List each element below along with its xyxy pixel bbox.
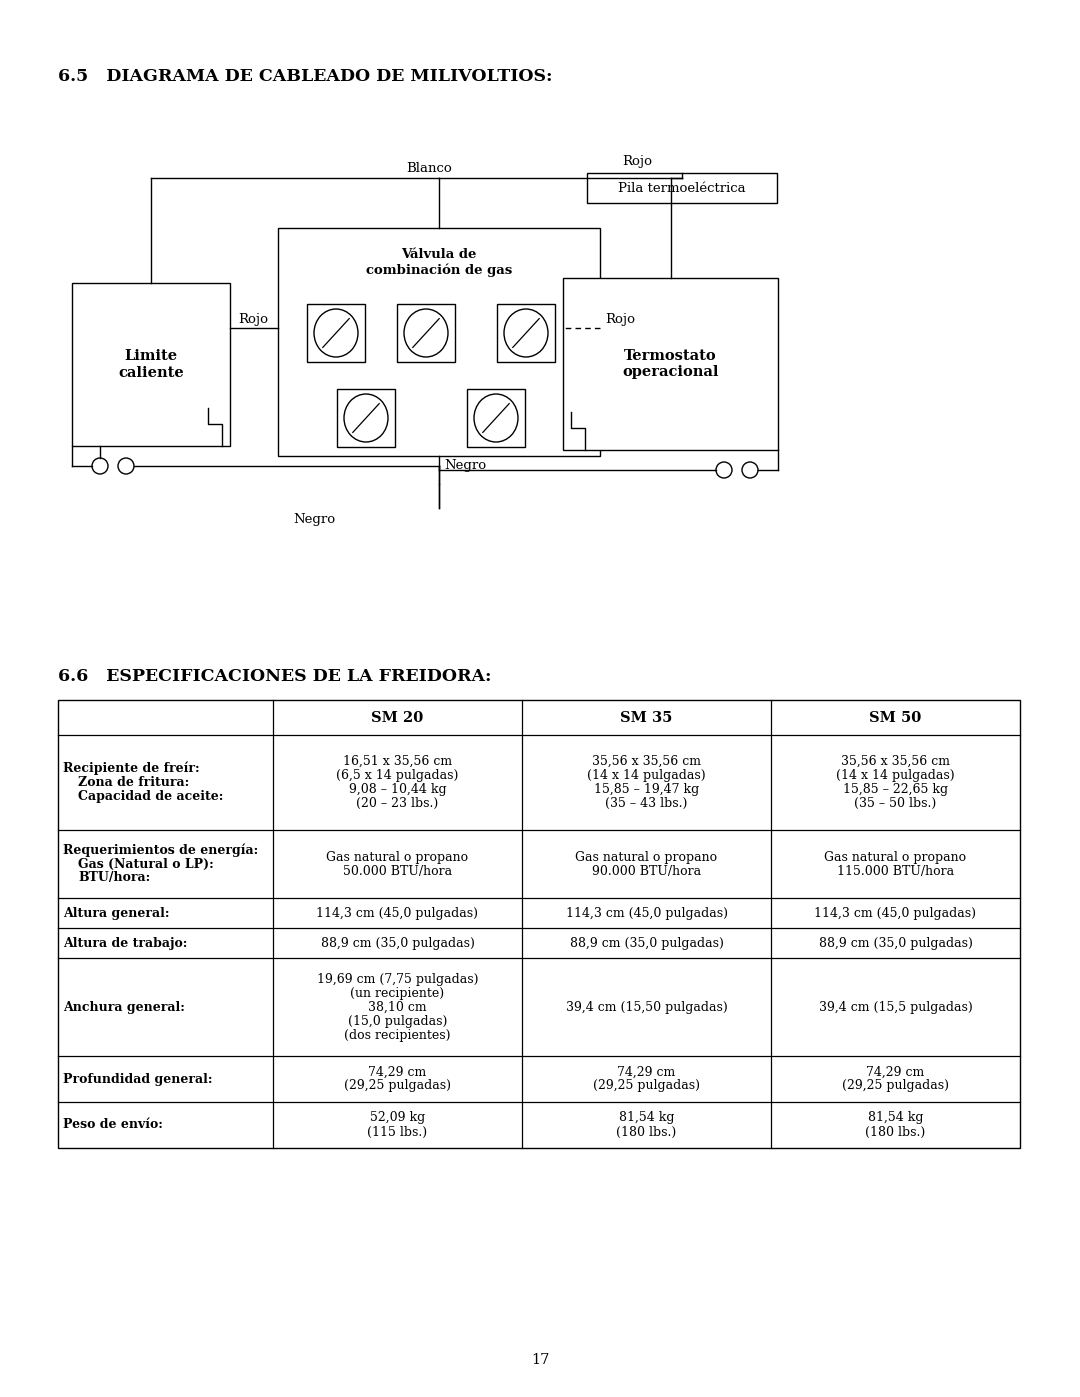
Text: 74,29 cm: 74,29 cm xyxy=(866,1066,924,1078)
Text: (35 – 50 lbs.): (35 – 50 lbs.) xyxy=(854,798,936,810)
Bar xyxy=(397,305,455,362)
Text: SM 35: SM 35 xyxy=(620,711,673,725)
Text: (6,5 x 14 pulgadas): (6,5 x 14 pulgadas) xyxy=(336,768,459,782)
Text: 19,69 cm (7,75 pulgadas): 19,69 cm (7,75 pulgadas) xyxy=(316,972,478,985)
Text: Gas (Natural o LP):: Gas (Natural o LP): xyxy=(78,858,214,870)
Ellipse shape xyxy=(474,394,518,441)
Bar xyxy=(337,388,395,447)
Text: Válvula de
combinación de gas: Válvula de combinación de gas xyxy=(366,249,512,277)
Text: Gas natural o propano: Gas natural o propano xyxy=(576,851,717,863)
Bar xyxy=(497,305,555,362)
Text: Altura de trabajo:: Altura de trabajo: xyxy=(63,936,187,950)
Text: Peso de envío:: Peso de envío: xyxy=(63,1119,163,1132)
Text: Gas natural o propano: Gas natural o propano xyxy=(326,851,469,863)
Text: 15,85 – 19,47 kg: 15,85 – 19,47 kg xyxy=(594,782,699,796)
Bar xyxy=(72,284,230,446)
Bar xyxy=(307,305,365,362)
Text: 81,54 kg: 81,54 kg xyxy=(619,1112,674,1125)
Text: 88,9 cm (35,0 pulgadas): 88,9 cm (35,0 pulgadas) xyxy=(819,936,972,950)
Text: Gas natural o propano: Gas natural o propano xyxy=(824,851,967,863)
Text: (un recipiente): (un recipiente) xyxy=(350,986,445,999)
Text: (29,25 pulgadas): (29,25 pulgadas) xyxy=(842,1080,949,1092)
Bar xyxy=(588,173,777,203)
Text: Altura general:: Altura general: xyxy=(63,907,170,919)
Text: 114,3 cm (45,0 pulgadas): 114,3 cm (45,0 pulgadas) xyxy=(566,907,728,919)
Text: Termostato
operacional: Termostato operacional xyxy=(622,349,719,379)
Text: (180 lbs.): (180 lbs.) xyxy=(865,1126,926,1139)
Text: Profundidad general:: Profundidad general: xyxy=(63,1073,213,1085)
Text: (180 lbs.): (180 lbs.) xyxy=(617,1126,677,1139)
Text: 17: 17 xyxy=(530,1354,550,1368)
Text: 81,54 kg: 81,54 kg xyxy=(867,1112,923,1125)
Text: 6.5   DIAGRAMA DE CABLEADO DE MILIVOLTIOS:: 6.5 DIAGRAMA DE CABLEADO DE MILIVOLTIOS: xyxy=(58,68,553,85)
Text: Pila termoeléctrica: Pila termoeléctrica xyxy=(618,182,746,194)
Ellipse shape xyxy=(742,462,758,478)
Text: 35,56 x 35,56 cm: 35,56 x 35,56 cm xyxy=(592,754,701,768)
Ellipse shape xyxy=(314,309,357,358)
Text: 6.6   ESPECIFICACIONES DE LA FREIDORA:: 6.6 ESPECIFICACIONES DE LA FREIDORA: xyxy=(58,668,491,685)
Text: (35 – 43 lbs.): (35 – 43 lbs.) xyxy=(605,798,688,810)
Text: 35,56 x 35,56 cm: 35,56 x 35,56 cm xyxy=(841,754,950,768)
Text: Recipiente de freír:: Recipiente de freír: xyxy=(63,761,200,775)
Bar xyxy=(58,700,1020,1148)
Text: (15,0 pulgadas): (15,0 pulgadas) xyxy=(348,1014,447,1028)
Text: Anchura general:: Anchura general: xyxy=(63,1000,185,1013)
Text: (dos recipientes): (dos recipientes) xyxy=(345,1028,450,1042)
Text: 88,9 cm (35,0 pulgadas): 88,9 cm (35,0 pulgadas) xyxy=(569,936,724,950)
Text: Rojo: Rojo xyxy=(238,313,268,326)
Text: (20 – 23 lbs.): (20 – 23 lbs.) xyxy=(356,798,438,810)
Text: SM 20: SM 20 xyxy=(372,711,423,725)
Text: 115.000 BTU/hora: 115.000 BTU/hora xyxy=(837,865,954,877)
Ellipse shape xyxy=(92,458,108,474)
Ellipse shape xyxy=(716,462,732,478)
Text: SM 50: SM 50 xyxy=(869,711,921,725)
Text: 39,4 cm (15,5 pulgadas): 39,4 cm (15,5 pulgadas) xyxy=(819,1000,972,1013)
Bar xyxy=(563,278,778,450)
Text: 114,3 cm (45,0 pulgadas): 114,3 cm (45,0 pulgadas) xyxy=(814,907,976,919)
Text: 74,29 cm: 74,29 cm xyxy=(368,1066,427,1078)
Ellipse shape xyxy=(504,309,548,358)
Text: (115 lbs.): (115 lbs.) xyxy=(367,1126,428,1139)
Text: BTU/hora:: BTU/hora: xyxy=(78,872,150,884)
Text: Negro: Negro xyxy=(444,460,486,472)
Text: 15,85 – 22,65 kg: 15,85 – 22,65 kg xyxy=(842,782,948,796)
Text: Limite
caliente: Limite caliente xyxy=(118,349,184,380)
Text: 114,3 cm (45,0 pulgadas): 114,3 cm (45,0 pulgadas) xyxy=(316,907,478,919)
Text: (29,25 pulgadas): (29,25 pulgadas) xyxy=(593,1080,700,1092)
Text: 16,51 x 35,56 cm: 16,51 x 35,56 cm xyxy=(343,754,453,768)
Bar xyxy=(278,228,600,455)
Text: Blanco: Blanco xyxy=(406,162,451,175)
Text: 74,29 cm: 74,29 cm xyxy=(618,1066,676,1078)
Text: 38,10 cm: 38,10 cm xyxy=(368,1000,427,1013)
Text: (29,25 pulgadas): (29,25 pulgadas) xyxy=(345,1080,451,1092)
Text: (14 x 14 pulgadas): (14 x 14 pulgadas) xyxy=(836,768,955,782)
Text: Rojo: Rojo xyxy=(605,313,635,326)
Text: (14 x 14 pulgadas): (14 x 14 pulgadas) xyxy=(588,768,706,782)
Bar xyxy=(467,388,525,447)
Ellipse shape xyxy=(345,394,388,441)
Text: Rojo: Rojo xyxy=(622,155,652,168)
Text: 90.000 BTU/hora: 90.000 BTU/hora xyxy=(592,865,701,877)
Ellipse shape xyxy=(404,309,448,358)
Text: 88,9 cm (35,0 pulgadas): 88,9 cm (35,0 pulgadas) xyxy=(321,936,474,950)
Text: Capacidad de aceite:: Capacidad de aceite: xyxy=(78,789,224,803)
Text: Requerimientos de energía:: Requerimientos de energía: xyxy=(63,844,258,856)
Ellipse shape xyxy=(118,458,134,474)
Text: 50.000 BTU/hora: 50.000 BTU/hora xyxy=(343,865,453,877)
Text: 52,09 kg: 52,09 kg xyxy=(369,1112,426,1125)
Text: 9,08 – 10,44 kg: 9,08 – 10,44 kg xyxy=(349,782,446,796)
Text: 39,4 cm (15,50 pulgadas): 39,4 cm (15,50 pulgadas) xyxy=(566,1000,727,1013)
Text: Negro: Negro xyxy=(293,513,335,527)
Text: Zona de fritura:: Zona de fritura: xyxy=(78,775,189,789)
